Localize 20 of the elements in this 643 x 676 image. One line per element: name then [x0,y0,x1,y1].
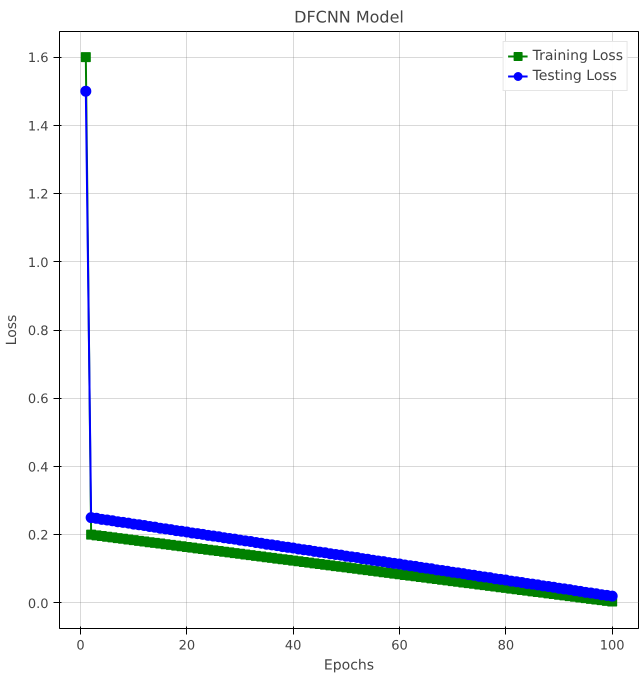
y-tick-label: 0.6 [28,392,49,408]
x-tick-label: 60 [391,638,408,654]
y-tick-label: 0.0 [28,596,49,612]
x-tick-label: 20 [178,638,196,654]
y-axis-title: Loss [4,314,20,346]
y-tick-label: 1.4 [28,119,49,134]
y-tick-label: 0.4 [28,460,49,476]
y-tick-label: 1.6 [28,51,49,66]
y-tick-label: 1.2 [28,188,49,203]
legend-label: Testing Loss [532,68,617,84]
chart-title: DFCNN Model [294,8,404,26]
x-axis-title: Epochs [324,658,374,674]
legend-label: Training Loss [532,48,623,64]
y-tick-label: 0.8 [28,324,49,339]
x-tick-label: 80 [498,638,514,654]
y-tick-label: 1.0 [28,256,49,271]
y-tick-label: 0.2 [28,528,49,544]
x-tick-label: 100 [600,638,625,654]
x-tick-label: 0 [76,638,85,654]
x-tick-label: 40 [284,638,302,654]
